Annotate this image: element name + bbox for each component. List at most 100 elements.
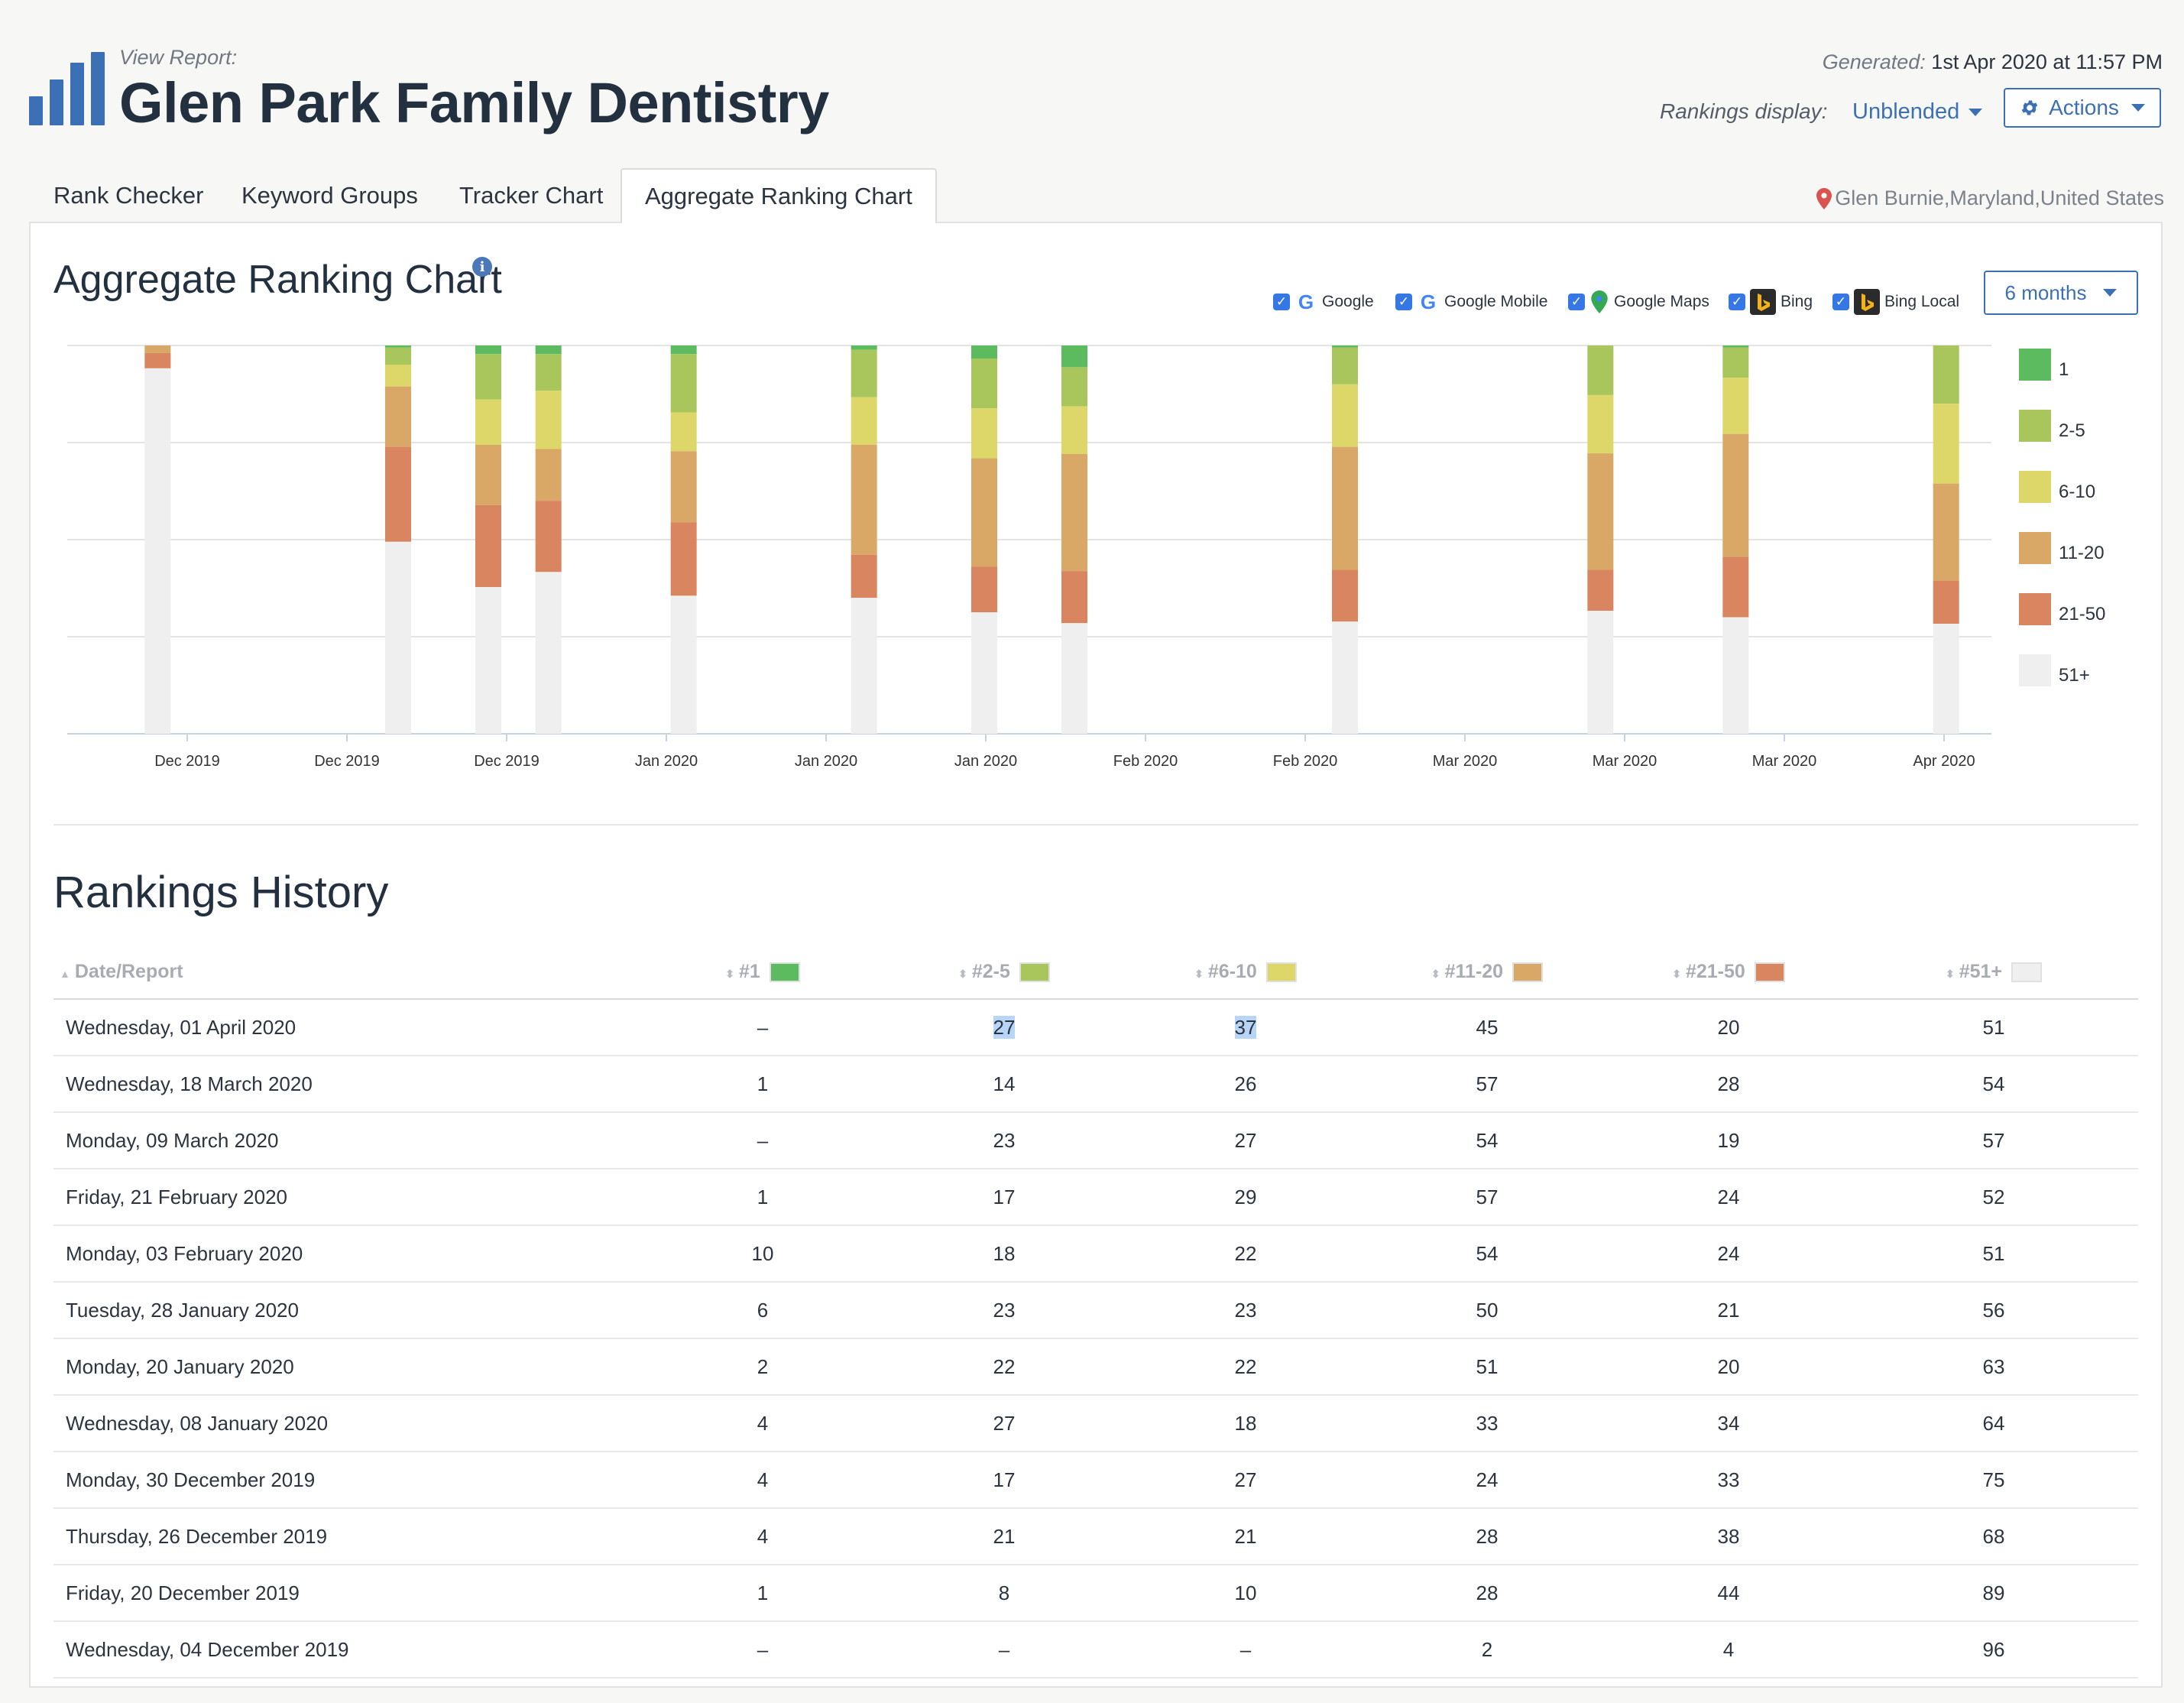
rank-2-5-cell: 8 (883, 1565, 1125, 1622)
tab-aggregate-ranking-chart[interactable]: Aggregate Ranking Chart (621, 168, 937, 223)
range-legend-6-10: 6-10 (2019, 469, 2095, 503)
column-header-date[interactable]: ▲ Date/Report (53, 945, 642, 1000)
bar-segment (971, 566, 997, 613)
bar-segment (851, 444, 877, 555)
table-row[interactable]: Monday, 30 December 2019 4 17 27 24 33 75 (53, 1452, 2138, 1509)
x-tick-label: Feb 2020 (1273, 753, 1338, 770)
table-row[interactable]: Monday, 03 February 2020 10 18 22 54 24 51 (53, 1225, 2138, 1283)
table-row[interactable]: Friday, 21 February 2020 1 17 29 57 24 52 (53, 1169, 2138, 1226)
cell-value: 51 (1982, 1241, 2005, 1265)
column-header-6-10[interactable]: ⬍ #6-10 (1125, 945, 1366, 1000)
rankings-display-label: Rankings display: (1660, 99, 1828, 123)
rank-6-10-cell: 18 (1125, 1395, 1366, 1452)
bar-segment (535, 354, 562, 391)
chevron-down-icon (1969, 109, 1983, 117)
rank-1-cell: 1 (642, 1169, 883, 1226)
table-row[interactable]: Friday, 20 December 2019 1 8 10 28 44 89 (53, 1565, 2138, 1622)
location-text: Glen Burnie,Maryland,United States (1835, 187, 2164, 209)
column-header-1[interactable]: ⬍ #1 (642, 945, 883, 1000)
table-row[interactable]: Wednesday, 08 January 2020 4 27 18 33 34 64 (53, 1395, 2138, 1452)
rank-11-20-cell: 33 (1366, 1395, 1608, 1452)
engine-google-mobile[interactable]: ✓ G Google Mobile (1395, 289, 1547, 315)
table-row[interactable]: Wednesday, 01 April 2020 – 27 37 45 20 51 (53, 999, 2138, 1056)
history-title: Rankings History (53, 868, 389, 917)
cell-value: Wednesday, 04 December 2019 (66, 1637, 349, 1661)
rank-11-20-cell: 45 (1366, 999, 1608, 1056)
bar-segment (475, 345, 501, 355)
engine-bing[interactable]: ✓ Bing (1729, 289, 1813, 315)
table-row[interactable]: Tuesday, 28 January 2020 6 23 23 50 21 56 (53, 1282, 2138, 1339)
bar-segment (1332, 569, 1358, 622)
rank-51-plus-cell: 75 (1849, 1452, 2138, 1509)
x-tick-label: Jan 2020 (635, 753, 698, 770)
rank-6-10-cell: 23 (1125, 1282, 1366, 1339)
column-header-2-5[interactable]: ⬍ #2-5 (883, 945, 1125, 1000)
column-header-21-50[interactable]: ⬍ #21-50 (1608, 945, 1849, 1000)
rank-51-plus-cell: 51 (1849, 1225, 2138, 1283)
google-maps-checkbox[interactable]: ✓ (1568, 294, 1585, 310)
bar-segment (385, 365, 411, 387)
bar-segment (670, 522, 697, 596)
google-mobile-checkbox[interactable]: ✓ (1395, 294, 1412, 310)
rank-1-cell: 10 (642, 1225, 883, 1283)
engine-google-maps[interactable]: ✓ Google Maps (1568, 289, 1709, 315)
table-row[interactable]: Thursday, 26 December 2019 4 21 21 28 38 68 (53, 1508, 2138, 1565)
tab-tracker-chart[interactable]: Tracker Chart (459, 182, 604, 209)
rank-21-50-cell: 20 (1608, 999, 1849, 1056)
bing-checkbox[interactable]: ✓ (1729, 294, 1745, 310)
x-tick-label: Apr 2020 (1913, 753, 1975, 770)
info-icon[interactable]: i (472, 257, 492, 277)
bar-segment (971, 458, 997, 567)
svg-text:G: G (1421, 290, 1436, 313)
rankings-display-value: Unblended (1852, 99, 1960, 124)
cell-value: 34 (1717, 1411, 1740, 1435)
bar-segment (535, 345, 562, 355)
bar-segment (385, 386, 411, 447)
legend-swatch (2019, 349, 2051, 381)
bar-segment (1061, 406, 1087, 454)
rank-6-10-cell: 37 (1125, 999, 1366, 1056)
rank-21-50-cell: 20 (1608, 1338, 1849, 1396)
google-icon: G (1298, 290, 1314, 313)
rank-51-plus-cell: 64 (1849, 1395, 2138, 1452)
actions-button[interactable]: Actions (2004, 88, 2161, 128)
table-row[interactable]: Wednesday, 18 March 2020 1 14 26 57 28 54 (53, 1056, 2138, 1113)
cell-value: 68 (1982, 1524, 2005, 1548)
map-pin-icon (1591, 290, 1608, 313)
bar-segment (535, 501, 562, 573)
rank-2-5-cell: 23 (883, 1282, 1125, 1339)
bar-segment (144, 352, 171, 368)
bar-segment (1722, 433, 1749, 557)
column-label: #2-5 (971, 960, 1010, 982)
cell-value: 64 (1982, 1411, 2005, 1435)
rankings-display-dropdown[interactable]: Unblended (1852, 99, 1983, 125)
sort-icon: ⬍ (958, 967, 967, 980)
generated-value: 1st Apr 2020 at 11:57 PM (1931, 50, 2163, 73)
sort-icon: ▲ (60, 967, 70, 980)
bar-segment (1722, 617, 1749, 734)
table-row[interactable]: Monday, 09 March 2020 – 23 27 54 19 57 (53, 1112, 2138, 1169)
bar-segment (385, 541, 411, 734)
table-row[interactable]: Wednesday, 04 December 2019 – – – 2 4 96 (53, 1621, 2138, 1679)
cell-value: 52 (1982, 1185, 2005, 1208)
table-row[interactable]: Monday, 20 January 2020 2 22 22 51 20 63 (53, 1338, 2138, 1396)
engine-google[interactable]: ✓ G Google (1273, 289, 1374, 315)
tab-rank-checker[interactable]: Rank Checker (53, 182, 204, 209)
column-header-11-20[interactable]: ⬍ #11-20 (1366, 945, 1608, 1000)
engine-bing-local[interactable]: ✓ Bing Local (1832, 289, 1959, 315)
tab-keyword-groups[interactable]: Keyword Groups (241, 182, 418, 209)
legend-label: 1 (2059, 359, 2069, 380)
bing-local-checkbox[interactable]: ✓ (1832, 294, 1849, 310)
column-header-51-plus[interactable]: ⬍ #51+ (1849, 945, 2138, 1000)
cell-value: 4 (757, 1411, 769, 1435)
period-dropdown[interactable]: 6 months (1984, 271, 2138, 315)
gear-icon (2021, 100, 2038, 115)
table-header-row: ▲ Date/Report ⬍ #1 ⬍ #2-5 ⬍ #6-10 ⬍ #11-20 ⬍ #… (53, 945, 2138, 1000)
cell-value: – (757, 1128, 769, 1152)
rank-1-cell: 6 (642, 1282, 883, 1339)
color-swatch (1265, 962, 1297, 982)
google-checkbox[interactable]: ✓ (1273, 294, 1290, 310)
legend-swatch (2019, 654, 2051, 686)
date-cell: Wednesday, 08 January 2020 (53, 1395, 642, 1452)
x-tick-label: Jan 2020 (954, 753, 1017, 770)
